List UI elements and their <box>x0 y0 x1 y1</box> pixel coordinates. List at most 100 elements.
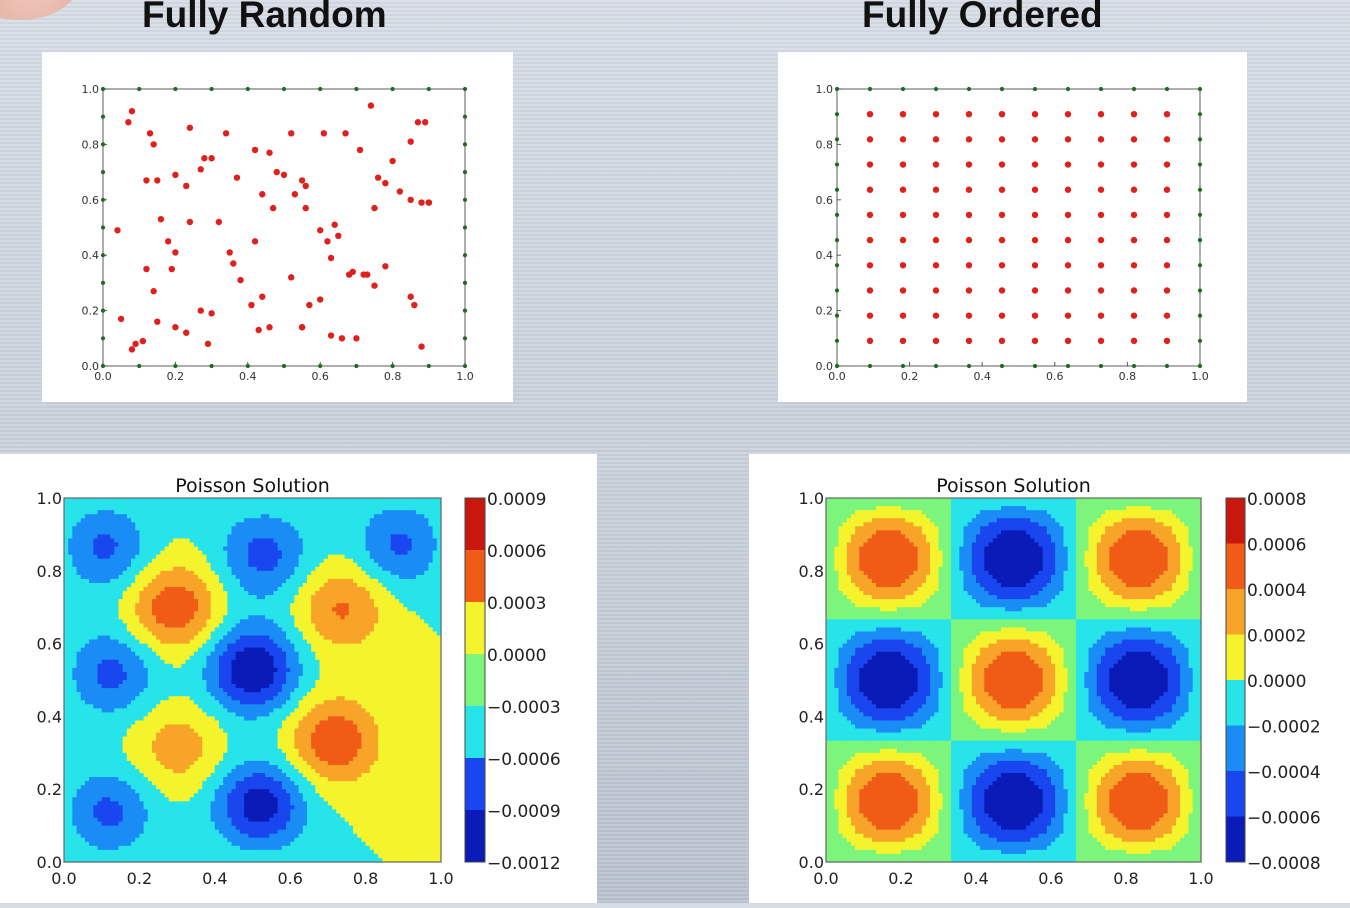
contour-cell <box>135 555 140 560</box>
contour-cell <box>240 652 245 657</box>
contour-cell <box>244 720 249 725</box>
contour-cell <box>202 838 207 843</box>
contour-cell <box>236 757 241 762</box>
contour-cell <box>89 603 94 608</box>
contour-cell <box>102 813 107 818</box>
contour-cell <box>123 826 128 831</box>
contour-cell <box>114 611 119 616</box>
contour-cell <box>169 797 174 802</box>
contour-cell <box>131 737 136 742</box>
contour-cell <box>215 676 220 681</box>
contour-cell <box>190 797 195 802</box>
contour-cell <box>135 757 140 762</box>
interior-point <box>172 249 178 255</box>
contour-cell <box>223 664 228 669</box>
contour-cell <box>181 530 186 535</box>
contour-cell <box>198 522 203 527</box>
contour-cell <box>123 684 128 689</box>
contour-cell <box>181 757 186 762</box>
contour-cell <box>165 753 170 758</box>
contour-cell <box>152 502 157 507</box>
contour-cell <box>232 684 237 689</box>
contour-cell <box>240 749 245 754</box>
contour-cell <box>144 700 149 705</box>
contour-cell <box>77 842 82 847</box>
contour-cell <box>152 538 157 543</box>
contour-cell <box>265 599 270 604</box>
contour-cell <box>81 818 86 823</box>
contour-cell <box>244 627 249 632</box>
contour-cell <box>156 534 161 539</box>
contour-cell <box>123 591 128 596</box>
contour-cell <box>118 793 123 798</box>
contour-cell <box>139 830 144 835</box>
boundary-point <box>463 253 467 257</box>
contour-cell <box>185 672 190 677</box>
contour-cell <box>102 846 107 851</box>
contour-cell <box>273 680 278 685</box>
contour-cell <box>257 684 262 689</box>
contour-cell <box>152 818 157 823</box>
contour-cell <box>123 773 128 778</box>
contour-cell <box>177 652 182 657</box>
contour-cell <box>261 813 266 818</box>
contour-cell <box>269 664 274 669</box>
contour-cell <box>85 729 90 734</box>
contour-cell <box>269 801 274 806</box>
x-tick-label: 0.4 <box>239 370 256 383</box>
contour-cell <box>148 567 153 572</box>
contour-cell <box>169 749 174 754</box>
contour-cell <box>148 510 153 515</box>
contour-cell <box>131 575 136 580</box>
contour-cell <box>144 538 149 543</box>
contour-cell <box>248 595 253 600</box>
contour-cell <box>273 737 278 742</box>
contour-cell <box>72 583 77 588</box>
contour-cell <box>244 805 249 810</box>
contour-cell <box>261 846 266 851</box>
contour-cell <box>152 542 157 547</box>
contour-cell <box>169 830 174 835</box>
contour-cell <box>240 769 245 774</box>
contour-cell <box>106 801 111 806</box>
contour-cell <box>215 761 220 766</box>
contour-cell <box>232 692 237 697</box>
interior-point <box>165 238 171 244</box>
contour-cell <box>148 753 153 758</box>
contour-cell <box>85 757 90 762</box>
contour-cell <box>190 834 195 839</box>
contour-cell <box>98 660 103 665</box>
contour-cell <box>261 805 266 810</box>
contour-cell <box>144 797 149 802</box>
contour-cell <box>64 607 69 612</box>
contour-cell <box>81 781 86 786</box>
heading-fully-random: Fully Random <box>142 0 387 36</box>
contour-cell <box>169 498 174 503</box>
contour-cell <box>202 538 207 543</box>
contour-cell <box>269 591 274 596</box>
contour-cell <box>232 708 237 713</box>
contour-cell <box>248 627 253 632</box>
contour-cell <box>211 555 216 560</box>
contour-cell <box>93 745 98 750</box>
contour-cell <box>236 676 241 681</box>
contour-cell <box>127 595 132 600</box>
contour-cell <box>177 648 182 653</box>
contour-cell <box>181 688 186 693</box>
contour-cell <box>127 842 132 847</box>
contour-cell <box>198 834 203 839</box>
contour-cell <box>165 765 170 770</box>
contour-cell <box>148 741 153 746</box>
contour-cell <box>85 765 90 770</box>
contour-cell <box>202 712 207 717</box>
contour-cell <box>278 708 283 713</box>
contour-cell <box>68 757 73 762</box>
contour-cell <box>77 640 82 645</box>
contour-cell <box>106 530 111 535</box>
contour-cell <box>211 708 216 713</box>
contour-cell <box>93 551 98 556</box>
contour-cell <box>215 737 220 742</box>
contour-cell <box>248 603 253 608</box>
contour-cell <box>173 729 178 734</box>
contour-cell <box>123 506 128 511</box>
